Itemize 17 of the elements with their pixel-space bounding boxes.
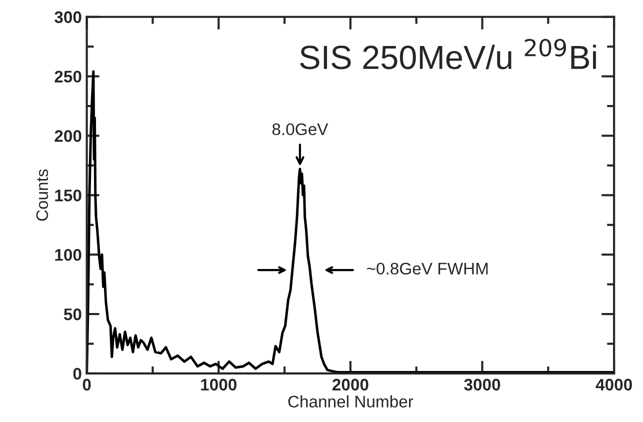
y-tick-label: 0 (73, 368, 82, 380)
y-tick-label: 50 (64, 308, 82, 320)
x-tick-label: 0 (82, 378, 91, 391)
text: SIS 250MeV/u $^{209}$Bi (300, 38, 596, 70)
x-tick-label: 2000 (332, 378, 368, 391)
x-tick-label: 1000 (201, 378, 236, 391)
x-tick-label: 4000 (596, 378, 632, 391)
annotation: ~0.8GeV FWHM (367, 262, 488, 275)
y-tick-label: 250 (54, 70, 82, 83)
x-axis-title: Channel Number (288, 395, 414, 408)
y-tick-label: 300 (54, 11, 82, 24)
y-tick-label: 200 (54, 130, 82, 142)
annotation: 8.0GeV (272, 123, 328, 136)
y-axis-title: Counts (36, 169, 48, 221)
y-tick-label: 100 (55, 249, 82, 261)
y-tick-label: 150 (55, 190, 82, 202)
x-tick-label: 3000 (464, 378, 500, 391)
